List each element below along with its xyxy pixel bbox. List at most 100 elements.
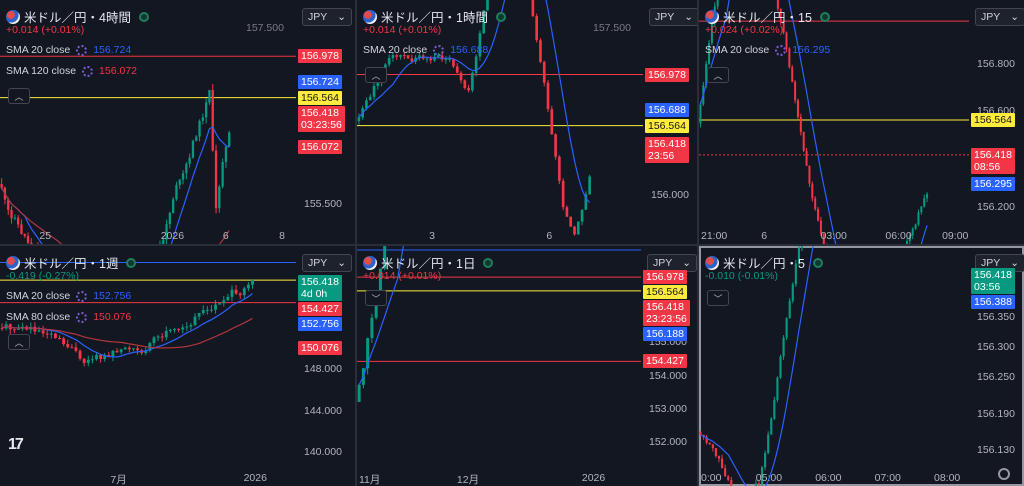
candle-body (164, 330, 168, 338)
candle-body (797, 247, 801, 264)
currency-label: JPY (981, 257, 1001, 269)
indicator-legend[interactable]: SMA 20 close 156.295 (705, 44, 830, 56)
countdown-timer: 08:56 (974, 160, 1001, 173)
candle-body (914, 224, 917, 229)
candle-body (82, 358, 86, 363)
candle-body (720, 458, 724, 469)
candle-body (16, 217, 20, 225)
currency-select[interactable]: JPY ⌄ (649, 8, 697, 26)
price-badge: 156.978 (645, 67, 689, 82)
collapse-legend-button[interactable]: ︿ (8, 334, 30, 350)
chart-canvas[interactable] (699, 246, 1024, 486)
candle-body (429, 58, 433, 61)
time-axis-label: 3 (429, 230, 435, 242)
symbol-title[interactable]: 米ドル／円・1日 (363, 253, 494, 272)
symbol-title[interactable]: 米ドル／円・15 (705, 7, 830, 26)
candle-body (218, 303, 222, 305)
candle-body (764, 453, 767, 468)
candle-body (760, 467, 764, 485)
indicator-settings-icon[interactable] (82, 65, 94, 77)
collapse-legend-button[interactable]: ︿ (8, 88, 30, 104)
time-axis-label: 11月 (359, 474, 381, 486)
collapse-legend-button[interactable]: ︿ (365, 67, 387, 83)
indicator-value: 156.688 (450, 44, 489, 56)
price-axis-label: 156.800 (977, 57, 1015, 70)
candle-body (402, 55, 406, 57)
indicator-settings-icon[interactable] (76, 311, 88, 323)
collapse-legend-button[interactable]: ﹀ (365, 290, 387, 306)
sma-line[interactable] (700, 246, 919, 486)
price-axis-label: 157.500 (593, 22, 631, 34)
candle-body (188, 157, 191, 164)
indicator-label: SMA 80 close (6, 311, 71, 323)
collapse-legend-button[interactable]: ︿ (707, 67, 729, 83)
price-change: +0.024 (+0.02%) (705, 24, 784, 36)
candle-body (920, 206, 923, 213)
candle-body (177, 329, 181, 331)
candle-body (474, 56, 478, 73)
chart-panel-p5[interactable]: 米ドル／円・1日 +0.014 (+0.01%) ﹀ JPY ⌄ 155.000 154.0… (357, 246, 697, 486)
candle-body (0, 327, 4, 329)
price-badge: 156.388 (971, 295, 1015, 310)
candle-body (70, 347, 74, 349)
candle-body (776, 377, 779, 400)
currency-label: JPY (308, 11, 328, 23)
indicator-settings-icon[interactable] (76, 44, 88, 56)
chart-canvas[interactable] (0, 246, 355, 486)
candle-body (378, 268, 382, 296)
candle-body (23, 233, 26, 236)
currency-select[interactable]: JPY ⌄ (302, 8, 353, 26)
candle-body (357, 384, 361, 402)
candle-body (214, 304, 217, 310)
chart-panel-p1[interactable]: 米ドル／円・4時間 +0.014 (+0.01%) SMA 20 close 156.… (0, 0, 355, 244)
sma-line[interactable] (1, 187, 230, 244)
candle-body (242, 288, 246, 296)
candle-body (10, 209, 13, 219)
sma-line[interactable] (358, 246, 593, 386)
us-flag-icon (6, 255, 20, 270)
sma-line[interactable] (699, 0, 928, 244)
indicator-settings-icon[interactable] (775, 44, 787, 56)
candle-body (717, 456, 721, 459)
sma-line[interactable] (1, 317, 253, 349)
candle-body (923, 198, 926, 207)
symbol-title[interactable]: 米ドル／円・4時間 (6, 7, 149, 26)
gear-icon[interactable] (998, 468, 1010, 480)
countdown-timer: 03:23:56 (301, 118, 342, 131)
candle-body (814, 198, 817, 210)
time-axis-label: 6 (546, 230, 553, 242)
candle-body (782, 22, 785, 33)
symbol-title[interactable]: 米ドル／円・1時間 (363, 7, 506, 26)
candle-body (539, 40, 542, 62)
currency-select[interactable]: JPY ⌄ (302, 254, 353, 272)
chart-panel-p4[interactable]: 米ドル／円・1週 -0.419 (-0.27%) SMA 20 close 152.7… (0, 246, 355, 486)
candle-body (799, 116, 802, 132)
us-flag-icon (363, 255, 377, 270)
chart-canvas[interactable] (0, 0, 355, 244)
candle-body (191, 140, 195, 158)
currency-select[interactable]: JPY ⌄ (975, 8, 1024, 26)
indicator-legend[interactable]: SMA 80 close 150.076 (6, 311, 131, 323)
market-open-icon (138, 11, 149, 22)
indicator-legend[interactable]: SMA 120 close 156.072 (6, 65, 137, 77)
chart-canvas[interactable] (699, 0, 1024, 244)
indicator-settings-icon[interactable] (76, 290, 88, 302)
indicator-legend[interactable]: SMA 20 close 156.688 (363, 44, 488, 56)
chart-panel-p3[interactable]: 米ドル／円・15 +0.024 (+0.02%) SMA 20 close 156.2… (699, 0, 1024, 244)
sma-line[interactable] (1, 126, 230, 244)
collapse-legend-button[interactable]: ﹀ (707, 290, 729, 306)
indicator-settings-icon[interactable] (433, 44, 445, 56)
tradingview-logo[interactable]: 17 (8, 436, 24, 453)
chart-panel-p2[interactable]: 米ドル／円・1時間 +0.014 (+0.01%) SMA 20 close 156.… (357, 0, 697, 244)
symbol-title[interactable]: 米ドル／円・5 (705, 253, 823, 272)
price-axis-label: 155.500 (304, 198, 342, 210)
sma-line[interactable] (358, 0, 591, 203)
indicator-legend[interactable]: SMA 20 close 152.756 (6, 290, 131, 302)
chart-panel-p6[interactable]: 米ドル／円・5 -0.010 (-0.01%) ﹀ JPY ⌄ 156.350 156.30… (699, 246, 1024, 486)
price-badge: 150.076 (298, 340, 342, 355)
indicator-legend[interactable]: SMA 20 close 156.724 (6, 44, 131, 56)
chart-canvas[interactable] (357, 246, 697, 486)
price-badge-value: 156.418 (646, 301, 684, 314)
candle-body (444, 58, 448, 60)
symbol-title[interactable]: 米ドル／円・1週 (6, 253, 137, 272)
